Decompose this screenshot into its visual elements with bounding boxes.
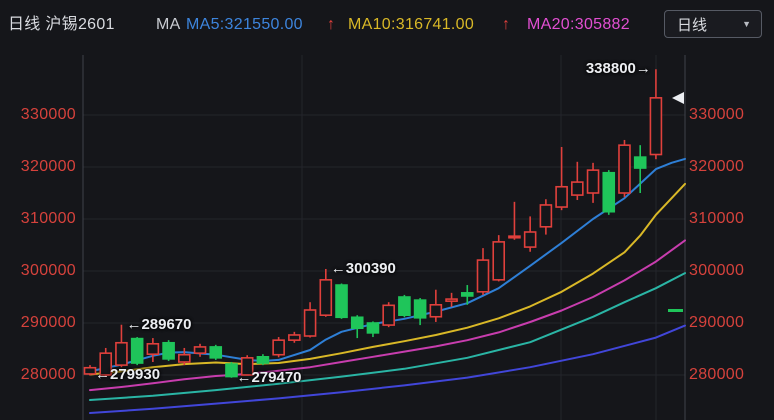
candle-down [633,156,647,169]
candle-up [429,303,443,318]
candle-up [539,204,553,228]
chevron-down-icon: ▼ [742,19,751,29]
candle-down [225,363,238,378]
candle-up [178,353,191,363]
y-axis-label-left: 300000 [20,262,76,279]
period-dropdown-label: 日线 [677,16,708,34]
candle-up [445,298,458,302]
y-axis-label-right: 290000 [689,314,745,331]
candle-down [335,284,348,319]
candle-up [571,181,584,196]
ma-indicator-label: MA [156,16,181,33]
candle-up [319,279,333,316]
candle-up [272,339,285,356]
ma5-up-arrow-icon: ↑ [327,16,336,33]
price-dash-marker [668,309,683,313]
candle-up [476,259,490,293]
candle-up [146,342,160,355]
ma10-up-arrow-icon: ↑ [502,16,511,33]
candle-down [130,337,144,364]
candle-down [366,322,380,334]
price-annotation: ←279470 [236,368,302,386]
candle-up [382,304,395,326]
candle-down [350,316,364,329]
candle-up [99,352,113,376]
candle-up [240,357,254,376]
candle-up [586,169,600,194]
candle-down [602,171,616,213]
candle-up [618,144,631,194]
ma5-value: MA5:321550.00 [186,16,303,33]
period-dropdown-button[interactable]: 日线 ▼ [664,10,762,38]
candle-up [492,241,506,281]
candle-up [649,97,663,156]
candle-up [115,341,128,366]
candle-down [398,296,411,317]
candle-down [162,341,175,360]
ma20-value: MA20:305882 [527,16,630,33]
ma60-line [89,324,686,414]
candle-up [288,334,301,341]
y-axis-label-left: 310000 [20,210,76,227]
candle-up [83,366,97,375]
ma10-line [89,182,686,376]
candle-up [193,346,207,354]
ma10-value: MA10:316741.00 [348,16,475,33]
y-axis-label-left: 320000 [20,158,76,175]
candle-up [523,231,537,248]
y-axis-label-right: 300000 [689,262,745,279]
price-annotation: 338800→ [585,60,651,78]
ma20-line [89,239,686,392]
current-price-triangle-icon [672,91,684,104]
y-axis-label-right: 310000 [689,210,745,227]
chart-title: 日线 沪锡2601 [8,16,115,33]
y-axis-label-left: 280000 [20,366,76,383]
y-axis-label-right: 280000 [689,366,745,383]
candle-up [508,235,521,239]
y-axis-label-left: 290000 [20,314,76,331]
candle-down [256,355,270,364]
candle-down [209,346,223,359]
price-annotation: ←279930 [95,366,161,384]
candle-up [555,185,568,208]
ma30-line [89,272,686,401]
y-axis-label-right: 320000 [689,158,745,175]
price-annotation: ←300390 [330,259,396,277]
y-axis-label-right: 330000 [689,106,745,123]
candle-down [413,299,427,319]
candle-down [460,292,474,297]
candle-up [303,309,317,337]
y-axis-label-left: 330000 [20,106,76,123]
price-annotation: ←289670 [126,315,192,333]
